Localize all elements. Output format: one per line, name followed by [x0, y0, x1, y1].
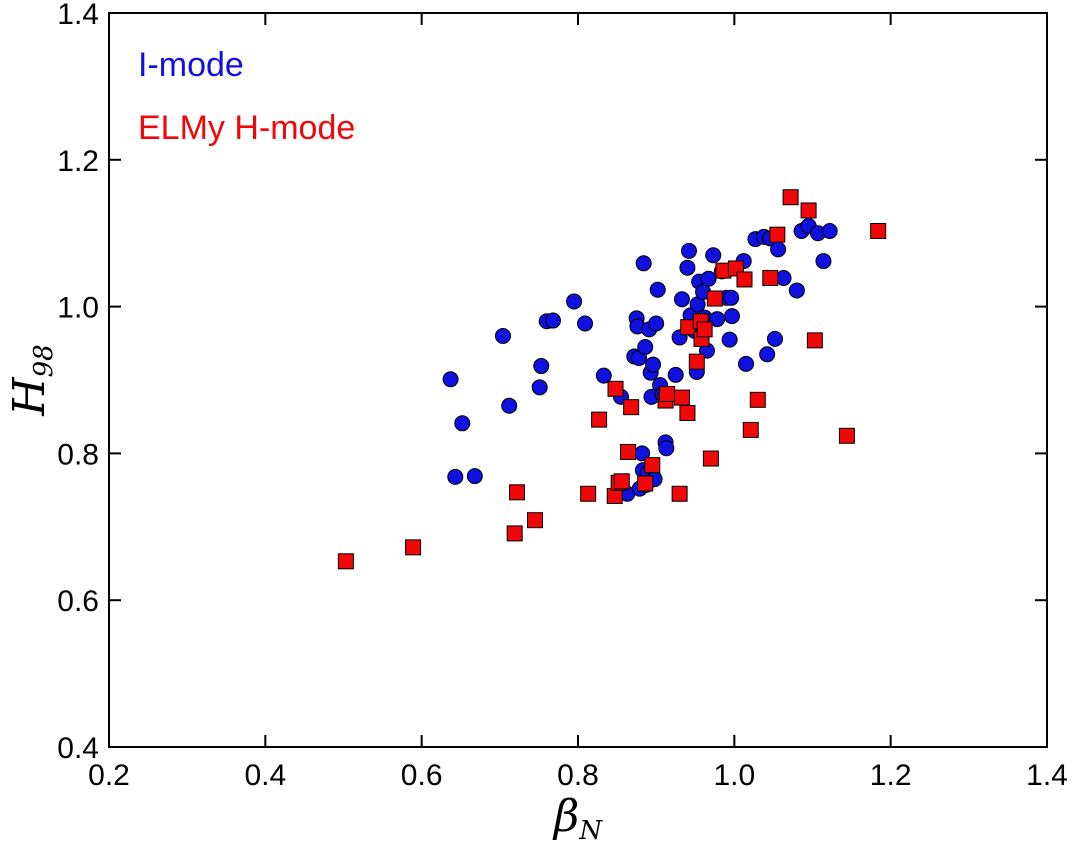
- y-tick-label: 1.4: [57, 0, 99, 31]
- data-point-elmy-h-mode: [762, 269, 779, 286]
- data-point-elmy-h-mode: [688, 353, 705, 370]
- data-point-elmy-h-mode: [509, 484, 526, 501]
- data-point-elmy-h-mode: [769, 226, 786, 243]
- data-point-i-mode: [679, 259, 696, 276]
- x-tick-label: 0.6: [401, 759, 443, 792]
- y-axis-label: H98: [4, 344, 59, 416]
- data-point-elmy-h-mode: [749, 391, 766, 408]
- data-point-elmy-h-mode: [870, 222, 887, 239]
- data-point-i-mode: [566, 293, 583, 310]
- data-point-i-mode: [658, 440, 675, 457]
- data-point-i-mode: [700, 270, 717, 287]
- data-point-elmy-h-mode: [659, 385, 676, 402]
- data-point-i-mode: [595, 367, 612, 384]
- data-point-i-mode: [775, 269, 792, 286]
- data-point-i-mode: [815, 253, 832, 270]
- data-point-elmy-h-mode: [800, 202, 817, 219]
- data-point-i-mode: [721, 331, 738, 348]
- data-point-elmy-h-mode: [671, 485, 688, 502]
- data-point-elmy-h-mode: [607, 380, 624, 397]
- data-point-elmy-h-mode: [702, 450, 719, 467]
- x-tick-label: 0.4: [244, 759, 286, 792]
- data-point-i-mode: [577, 315, 594, 332]
- data-point-i-mode: [649, 281, 666, 298]
- data-point-i-mode: [738, 355, 755, 372]
- x-tick-label: 1.0: [713, 759, 755, 792]
- data-point-i-mode: [635, 255, 652, 272]
- y-tick-label: 0.6: [57, 585, 99, 618]
- data-point-elmy-h-mode: [838, 427, 855, 444]
- data-point-i-mode: [788, 282, 805, 299]
- data-point-i-mode: [723, 289, 740, 306]
- x-axis-label: βN: [552, 791, 603, 841]
- data-point-i-mode: [648, 315, 665, 332]
- data-point-i-mode: [442, 371, 459, 388]
- data-point-i-mode: [770, 241, 787, 258]
- data-series: [337, 189, 887, 570]
- data-point-elmy-h-mode: [736, 271, 753, 288]
- data-point-elmy-h-mode: [742, 421, 759, 438]
- series-elmy-h-mode: [337, 189, 887, 570]
- data-point-i-mode: [759, 346, 776, 363]
- data-point-i-mode: [454, 415, 471, 432]
- plot-frame: [108, 12, 1048, 748]
- data-point-elmy-h-mode: [706, 290, 723, 307]
- data-point-i-mode: [680, 242, 697, 259]
- data-point-elmy-h-mode: [591, 411, 608, 428]
- data-point-elmy-h-mode: [806, 332, 823, 349]
- data-point-elmy-h-mode: [644, 457, 661, 474]
- data-point-elmy-h-mode: [637, 475, 654, 492]
- data-point-i-mode: [821, 222, 838, 239]
- data-point-i-mode: [533, 358, 550, 375]
- data-point-elmy-h-mode: [673, 389, 690, 406]
- data-point-i-mode: [501, 397, 518, 414]
- legend-entry-elmy-h-mode: ELMy H-mode: [138, 109, 355, 147]
- data-point-elmy-h-mode: [782, 189, 799, 206]
- data-point-i-mode: [723, 308, 740, 325]
- data-point-elmy-h-mode: [527, 512, 544, 529]
- data-point-i-mode: [447, 468, 464, 485]
- data-point-elmy-h-mode: [506, 525, 523, 542]
- y-tick-label: 1.0: [57, 292, 99, 325]
- data-point-i-mode: [466, 468, 483, 485]
- data-point-i-mode: [494, 327, 511, 344]
- data-point-elmy-h-mode: [620, 443, 637, 460]
- data-point-elmy-h-mode: [405, 539, 422, 556]
- y-tick-label: 1.2: [57, 145, 99, 178]
- x-tick-label: 1.4: [1026, 759, 1068, 792]
- data-point-elmy-h-mode: [580, 485, 597, 502]
- data-point-elmy-h-mode: [696, 321, 713, 338]
- data-point-elmy-h-mode: [613, 473, 630, 490]
- data-point-i-mode: [531, 379, 548, 396]
- x-tick-label: 1.2: [870, 759, 912, 792]
- data-point-i-mode: [544, 312, 561, 329]
- x-tick-label: 0.8: [557, 759, 599, 792]
- data-point-i-mode: [637, 338, 654, 355]
- x-axis-ticks: 0.2 0.4 0.6 0.8 1.0 1.2 1.4: [88, 13, 1068, 792]
- data-point-i-mode: [645, 356, 662, 373]
- y-tick-label: 0.4: [57, 732, 99, 765]
- y-tick-label: 0.8: [57, 438, 99, 471]
- data-point-i-mode: [667, 366, 684, 383]
- x-tick-label: 0.2: [88, 759, 130, 792]
- data-point-elmy-h-mode: [623, 399, 640, 416]
- data-point-elmy-h-mode: [337, 553, 354, 570]
- data-point-i-mode: [673, 291, 690, 308]
- data-point-i-mode: [705, 247, 722, 264]
- data-point-elmy-h-mode: [679, 405, 696, 422]
- legend-entry-i-mode: I-mode: [138, 46, 244, 84]
- data-point-i-mode: [766, 330, 783, 347]
- series-i-mode: [442, 217, 838, 502]
